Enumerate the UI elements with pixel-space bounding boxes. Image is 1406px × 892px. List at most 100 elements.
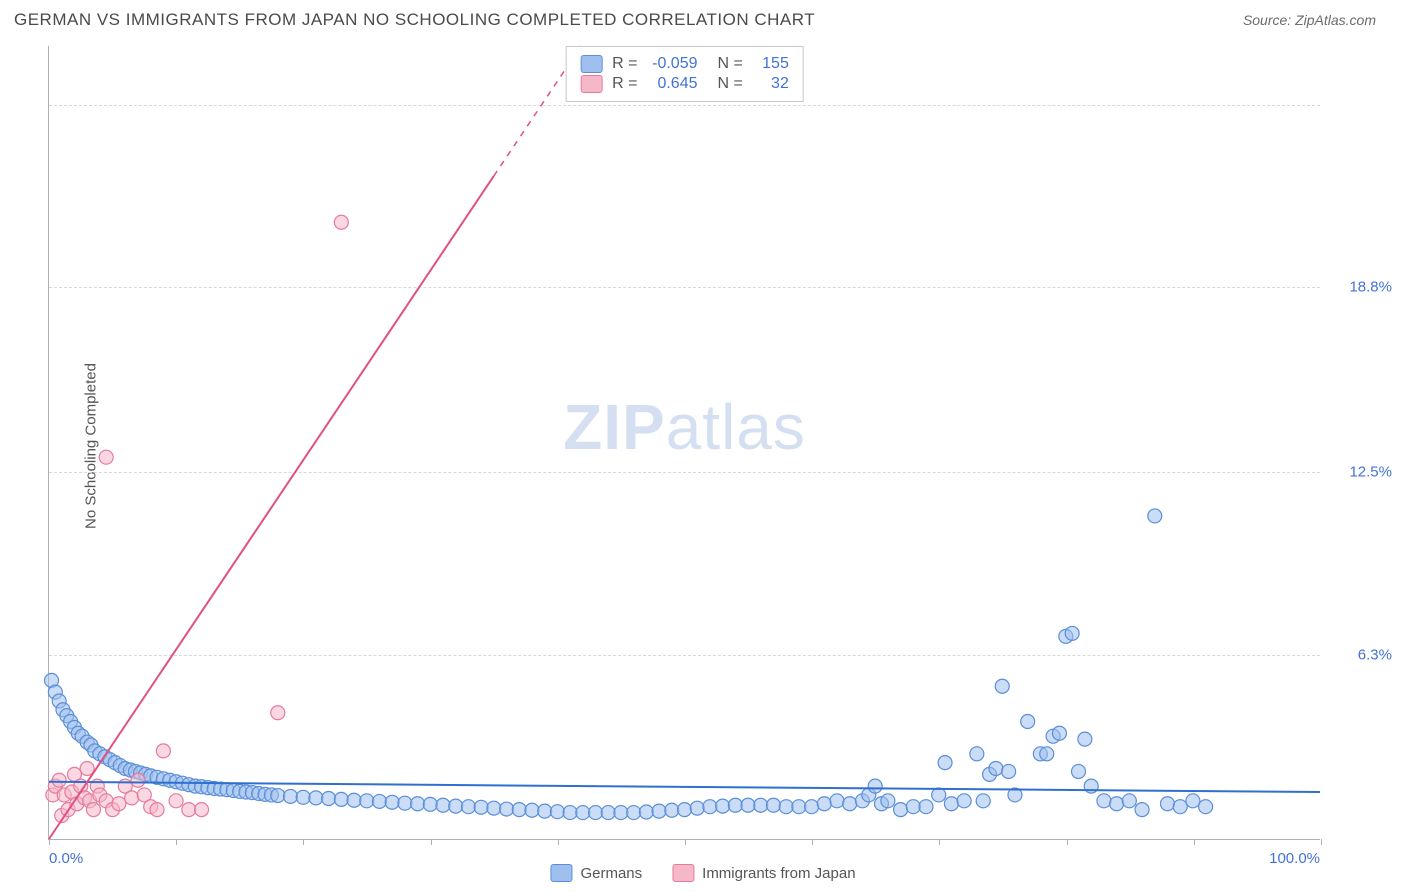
x-tick xyxy=(431,839,432,845)
data-point xyxy=(1199,800,1213,814)
data-point xyxy=(125,791,139,805)
data-point xyxy=(271,789,285,803)
data-point xyxy=(957,794,971,808)
data-point xyxy=(360,794,374,808)
data-point xyxy=(690,801,704,815)
data-point xyxy=(881,794,895,808)
y-tick-label: 6.3% xyxy=(1358,646,1392,663)
data-point xyxy=(309,791,323,805)
x-tick-label: 100.0% xyxy=(1269,850,1320,867)
data-point xyxy=(500,802,514,816)
x-tick xyxy=(1067,839,1068,845)
data-point xyxy=(99,450,113,464)
series-swatch xyxy=(580,75,602,93)
data-point xyxy=(639,805,653,819)
data-point xyxy=(805,800,819,814)
data-point xyxy=(919,800,933,814)
data-point xyxy=(944,797,958,811)
data-point xyxy=(652,804,666,818)
data-point xyxy=(150,803,164,817)
data-point xyxy=(372,794,386,808)
data-point xyxy=(678,803,692,817)
data-point xyxy=(970,747,984,761)
data-point xyxy=(1148,509,1162,523)
data-point xyxy=(86,803,100,817)
data-point xyxy=(271,706,285,720)
data-point xyxy=(347,793,361,807)
data-point xyxy=(131,773,145,787)
data-point xyxy=(423,797,437,811)
data-point xyxy=(1110,797,1124,811)
data-point xyxy=(398,796,412,810)
series-swatch xyxy=(580,55,602,73)
data-point xyxy=(156,744,170,758)
data-point xyxy=(906,800,920,814)
stats-row: R =-0.059N =155 xyxy=(580,55,789,73)
data-point xyxy=(716,799,730,813)
x-tick xyxy=(49,839,50,845)
data-point xyxy=(1072,764,1086,778)
data-point xyxy=(1065,626,1079,640)
data-point xyxy=(525,803,539,817)
data-point xyxy=(334,792,348,806)
y-tick-label: 12.5% xyxy=(1349,464,1392,481)
x-tick xyxy=(939,839,940,845)
legend-swatch xyxy=(672,864,694,882)
r-label: R = xyxy=(612,75,637,93)
x-tick xyxy=(685,839,686,845)
data-point xyxy=(1097,794,1111,808)
data-point xyxy=(989,762,1003,776)
data-point xyxy=(487,801,501,815)
source-attribution: Source: ZipAtlas.com xyxy=(1243,12,1376,28)
data-point xyxy=(1052,726,1066,740)
x-tick xyxy=(1194,839,1195,845)
x-tick xyxy=(812,839,813,845)
data-point xyxy=(474,800,488,814)
x-tick xyxy=(303,839,304,845)
data-point xyxy=(1040,747,1054,761)
data-point xyxy=(830,794,844,808)
data-point xyxy=(627,806,641,820)
data-point xyxy=(385,795,399,809)
data-point xyxy=(754,798,768,812)
data-point xyxy=(1135,803,1149,817)
data-point xyxy=(169,794,183,808)
data-point xyxy=(601,806,615,820)
data-point xyxy=(766,798,780,812)
data-point xyxy=(334,215,348,229)
data-point xyxy=(195,803,209,817)
data-point xyxy=(868,779,882,793)
x-tick xyxy=(176,839,177,845)
legend-item: Immigrants from Japan xyxy=(672,864,855,882)
data-point xyxy=(1173,800,1187,814)
data-point xyxy=(932,788,946,802)
y-tick-label: 18.8% xyxy=(1349,279,1392,296)
stats-row: R =0.645N =32 xyxy=(580,75,789,93)
data-point xyxy=(792,800,806,814)
trend-line-solid xyxy=(49,176,494,839)
x-tick-label: 0.0% xyxy=(49,850,83,867)
data-point xyxy=(296,790,310,804)
series-legend: GermansImmigrants from Japan xyxy=(550,864,855,882)
data-point xyxy=(538,804,552,818)
r-value: 0.645 xyxy=(648,75,698,93)
n-label: N = xyxy=(718,55,743,73)
data-point xyxy=(703,800,717,814)
data-point xyxy=(1186,794,1200,808)
legend-label: Immigrants from Japan xyxy=(702,865,855,882)
r-value: -0.059 xyxy=(648,55,698,73)
data-point xyxy=(995,679,1009,693)
data-point xyxy=(589,806,603,820)
data-point xyxy=(436,798,450,812)
data-point xyxy=(512,803,526,817)
data-point xyxy=(976,794,990,808)
chart-title: GERMAN VS IMMIGRANTS FROM JAPAN NO SCHOO… xyxy=(14,10,815,30)
data-point xyxy=(894,803,908,817)
stats-legend-box: R =-0.059N =155R =0.645N =32 xyxy=(565,46,804,102)
data-point xyxy=(411,797,425,811)
data-point xyxy=(550,805,564,819)
data-point xyxy=(1002,764,1016,778)
data-point xyxy=(614,806,628,820)
n-value: 32 xyxy=(753,75,789,93)
legend-swatch xyxy=(550,864,572,882)
